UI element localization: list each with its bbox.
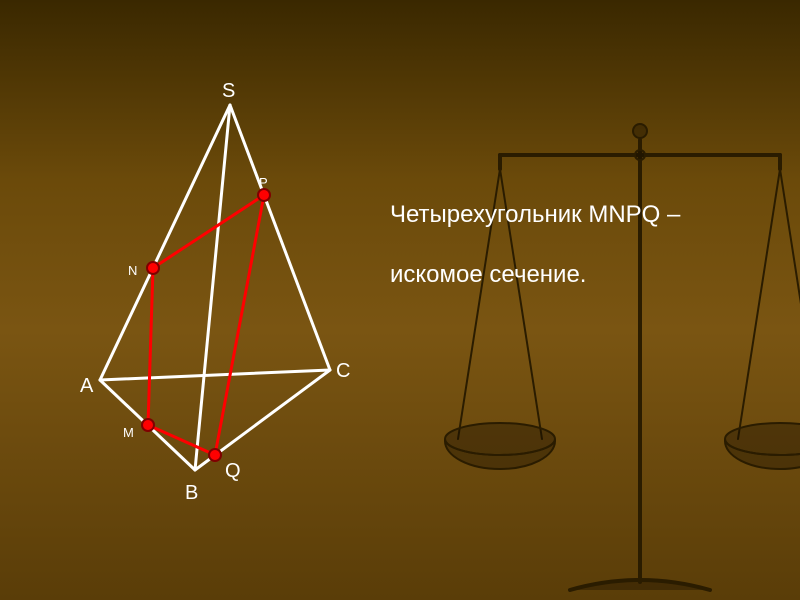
vertex-label-N: N (128, 263, 137, 278)
vertex-label-B: B (185, 482, 198, 505)
vertex-label-A: A (80, 375, 93, 398)
vertex-label-C: C (336, 360, 350, 383)
caption-line2: искомое сечение. (390, 261, 586, 288)
pyramid-diagram (0, 0, 800, 600)
vertex-label-M: M (123, 425, 134, 440)
vertex-label-S: S (222, 80, 235, 103)
caption-text: Четырехугольник MNPQ – искомое сечение. (390, 170, 680, 290)
caption-line1: Четырехугольник MNPQ – (390, 201, 680, 228)
slide: A B C S M N P Q Четырехугольник MNPQ – искомое … (0, 0, 800, 600)
vertex-label-P: P (259, 175, 268, 190)
vertex-label-Q: Q (225, 460, 241, 483)
